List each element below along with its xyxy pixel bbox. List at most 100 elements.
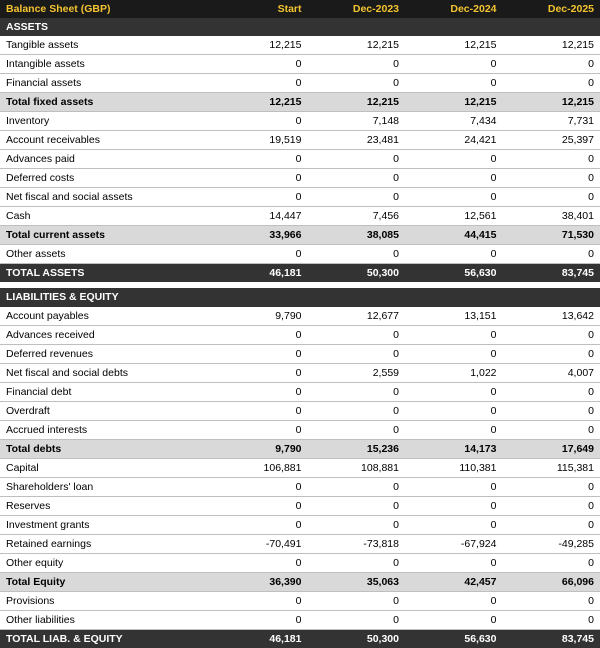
row-value: 83,745 (503, 629, 600, 648)
row-value: 0 (210, 496, 308, 515)
row-value: 7,731 (503, 112, 600, 131)
row-label: Total current assets (0, 226, 210, 245)
row-value: 0 (405, 169, 503, 188)
row-value: 0 (308, 245, 406, 264)
row-value: 12,677 (308, 307, 406, 326)
row-value: 0 (308, 188, 406, 207)
row-value: 0 (405, 553, 503, 572)
row-value: 17,649 (503, 439, 600, 458)
row-value: 0 (503, 382, 600, 401)
row-label: Other assets (0, 245, 210, 264)
row-value: 0 (210, 515, 308, 534)
row-label: Accrued interests (0, 420, 210, 439)
row-value: 33,966 (210, 226, 308, 245)
row-label: Other equity (0, 553, 210, 572)
col-header-title: Balance Sheet (GBP) (0, 0, 210, 18)
row-value: 0 (308, 477, 406, 496)
subtotal-row: Total debts9,79015,23614,17317,649 (0, 439, 600, 458)
row-label: Account payables (0, 307, 210, 326)
row-value: 0 (308, 325, 406, 344)
row-value: 66,096 (503, 572, 600, 591)
row-label: Net fiscal and social assets (0, 188, 210, 207)
row-value: 0 (405, 325, 503, 344)
section-row: ASSETS (0, 18, 600, 36)
row-value: 0 (503, 496, 600, 515)
row-value: 12,215 (503, 36, 600, 55)
row-value: 23,481 (308, 131, 406, 150)
row-value: 0 (210, 401, 308, 420)
row-value: 2,559 (308, 363, 406, 382)
total-row: TOTAL LIAB. & EQUITY46,18150,30056,63083… (0, 629, 600, 648)
data-row: Other assets0000 (0, 245, 600, 264)
row-value: 0 (308, 515, 406, 534)
row-value: 0 (210, 344, 308, 363)
section-label: LIABILITIES & EQUITY (0, 288, 600, 306)
row-value: 0 (308, 150, 406, 169)
row-value: 0 (405, 55, 503, 74)
row-label: Financial assets (0, 74, 210, 93)
row-value: 0 (405, 382, 503, 401)
row-value: 0 (210, 74, 308, 93)
row-value: 15,236 (308, 439, 406, 458)
data-row: Other equity0000 (0, 553, 600, 572)
row-value: 24,421 (405, 131, 503, 150)
row-label: Cash (0, 207, 210, 226)
row-value: 0 (503, 169, 600, 188)
row-value: 0 (405, 150, 503, 169)
row-value: 0 (405, 245, 503, 264)
row-value: 36,390 (210, 572, 308, 591)
row-value: 14,447 (210, 207, 308, 226)
row-value: 14,173 (405, 439, 503, 458)
row-value: 46,181 (210, 264, 308, 283)
row-value: 0 (503, 401, 600, 420)
subtotal-row: Total fixed assets12,21512,21512,21512,2… (0, 93, 600, 112)
row-value: 0 (210, 169, 308, 188)
row-value: 0 (210, 382, 308, 401)
row-value: 0 (210, 477, 308, 496)
balance-sheet-table: Balance Sheet (GBP) Start Dec-2023 Dec-2… (0, 0, 600, 648)
row-value: 71,530 (503, 226, 600, 245)
data-row: Account receivables19,51923,48124,42125,… (0, 131, 600, 150)
row-label: Advances paid (0, 150, 210, 169)
row-value: 7,434 (405, 112, 503, 131)
row-value: 0 (503, 515, 600, 534)
data-row: Financial assets0000 (0, 74, 600, 93)
row-value: 9,790 (210, 307, 308, 326)
row-value: 0 (405, 420, 503, 439)
row-value: 0 (503, 74, 600, 93)
data-row: Account payables9,79012,67713,15113,642 (0, 307, 600, 326)
row-value: 0 (503, 610, 600, 629)
row-value: -73,818 (308, 534, 406, 553)
data-row: Financial debt0000 (0, 382, 600, 401)
row-value: 7,456 (308, 207, 406, 226)
row-label: Shareholders' loan (0, 477, 210, 496)
data-row: Deferred costs0000 (0, 169, 600, 188)
row-label: Deferred costs (0, 169, 210, 188)
section-row: LIABILITIES & EQUITY (0, 288, 600, 306)
row-value: 0 (210, 610, 308, 629)
row-label: Financial debt (0, 382, 210, 401)
row-value: 106,881 (210, 458, 308, 477)
row-label: Advances received (0, 325, 210, 344)
row-value: 42,457 (405, 572, 503, 591)
row-value: 12,215 (405, 93, 503, 112)
row-value: 0 (308, 382, 406, 401)
row-label: Total debts (0, 439, 210, 458)
row-value: 0 (503, 344, 600, 363)
row-label: Inventory (0, 112, 210, 131)
row-value: 13,151 (405, 307, 503, 326)
row-label: Investment grants (0, 515, 210, 534)
row-value: 12,215 (503, 93, 600, 112)
row-value: 0 (210, 325, 308, 344)
row-value: 0 (405, 515, 503, 534)
data-row: Inventory07,1487,4347,731 (0, 112, 600, 131)
data-row: Capital106,881108,881110,381115,381 (0, 458, 600, 477)
row-value: 0 (210, 245, 308, 264)
row-label: TOTAL ASSETS (0, 264, 210, 283)
row-value: 19,519 (210, 131, 308, 150)
row-label: Other liabilities (0, 610, 210, 629)
row-value: 0 (503, 420, 600, 439)
row-value: 50,300 (308, 629, 406, 648)
row-value: 83,745 (503, 264, 600, 283)
row-value: 38,085 (308, 226, 406, 245)
